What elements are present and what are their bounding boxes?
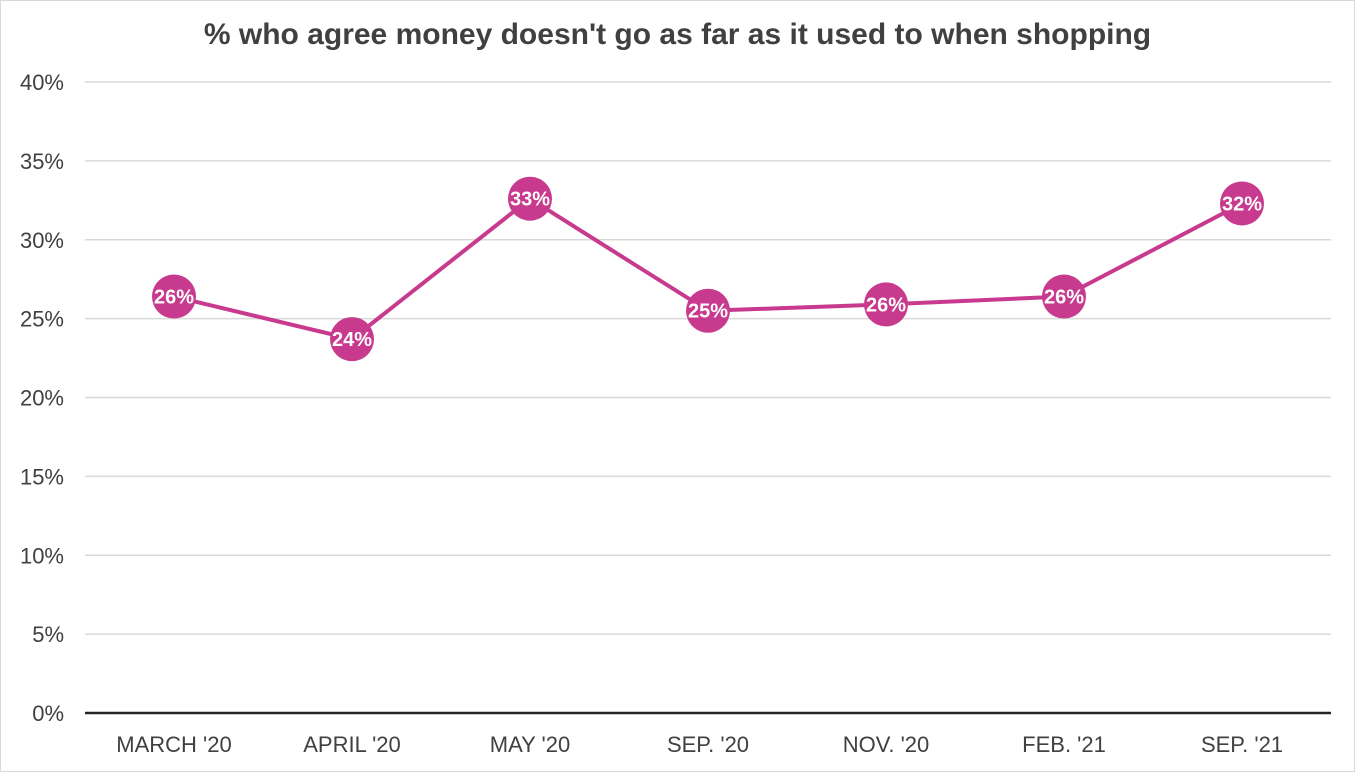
- data-point: [1042, 274, 1086, 319]
- data-labels: 26% 24% 33% 25% 26% 26% 32%: [154, 189, 1262, 351]
- y-tick-label: 40%: [20, 70, 64, 95]
- x-tick-label: MARCH '20: [116, 732, 231, 757]
- data-label: 26%: [1044, 287, 1084, 309]
- y-tick-label: 20%: [20, 386, 64, 411]
- x-axis-ticks: MARCH '20 APRIL '20 MAY '20 SEP. '20 NOV. '2…: [116, 732, 1283, 757]
- data-label: 26%: [866, 294, 906, 316]
- x-tick-label: SEP. '20: [667, 732, 749, 757]
- y-tick-label: 15%: [20, 464, 64, 489]
- data-point: [508, 176, 552, 221]
- y-tick-label: 0%: [32, 701, 64, 726]
- data-label: 26%: [154, 287, 194, 309]
- data-point: [1220, 181, 1264, 226]
- data-point: [330, 317, 374, 362]
- data-markers: [152, 176, 1264, 362]
- data-label: 32%: [1222, 193, 1262, 215]
- y-tick-label: 10%: [20, 543, 64, 568]
- y-tick-label: 25%: [20, 307, 64, 332]
- y-axis-ticks: 0% 5% 10% 15% 20% 25% 30% 35% 40%: [20, 70, 64, 726]
- x-tick-label: FEB. '21: [1022, 732, 1106, 757]
- y-tick-label: 30%: [20, 228, 64, 253]
- y-tick-label: 35%: [20, 149, 64, 174]
- chart-title: % who agree money doesn't go as far as i…: [203, 18, 1152, 51]
- x-tick-label: SEP. '21: [1201, 732, 1283, 757]
- data-point: [686, 288, 730, 333]
- data-point: [864, 282, 908, 327]
- gridlines: [85, 81, 1331, 635]
- data-label: 25%: [688, 301, 728, 323]
- x-tick-label: APRIL '20: [303, 732, 401, 757]
- x-tick-label: NOV. '20: [843, 732, 930, 757]
- data-label: 24%: [332, 329, 372, 351]
- x-tick-label: MAY '20: [490, 732, 570, 757]
- data-point: [152, 274, 196, 319]
- data-label: 33%: [510, 189, 550, 211]
- y-tick-label: 5%: [32, 622, 64, 647]
